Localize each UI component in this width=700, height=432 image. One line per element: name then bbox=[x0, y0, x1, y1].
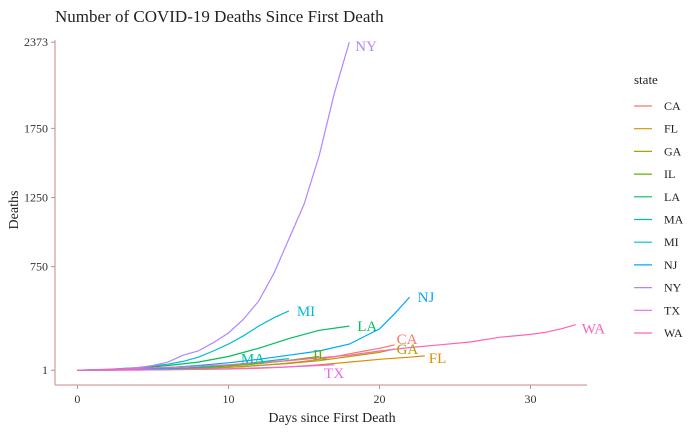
y-tick-label: 2373 bbox=[24, 35, 48, 49]
x-axis-label: Days since First Death bbox=[268, 411, 395, 426]
series-line-tx bbox=[77, 364, 335, 371]
legend-item-ga: GA bbox=[664, 144, 682, 158]
series-label-ga: GA bbox=[397, 342, 419, 358]
legend: state CA FL GA IL LA MA MI NJ NY TX WA bbox=[634, 72, 684, 340]
series-label-la: LA bbox=[357, 319, 377, 335]
legend-item-nj: NJ bbox=[664, 258, 678, 272]
legend-title: state bbox=[634, 72, 658, 87]
y-tick-label: 1 bbox=[42, 363, 48, 377]
y-tick-label: 750 bbox=[30, 260, 48, 274]
y-tick-label: 1250 bbox=[24, 191, 48, 205]
x-tick-label: 20 bbox=[373, 392, 385, 406]
series-label-mi: MI bbox=[297, 304, 315, 320]
x-tick-label: 10 bbox=[222, 392, 234, 406]
series-labels: CA FL GA IL LA MA MI NJ NY TX WA bbox=[241, 39, 605, 382]
series-label-il: IL bbox=[313, 348, 327, 364]
series-line-ny bbox=[77, 42, 350, 371]
legend-item-il: IL bbox=[664, 167, 675, 181]
series-label-wa: WA bbox=[582, 322, 605, 338]
series-label-fl: FL bbox=[429, 351, 447, 367]
legend-item-wa: WA bbox=[664, 326, 683, 340]
legend-item-ny: NY bbox=[664, 281, 682, 295]
series-label-ma: MA bbox=[241, 352, 265, 368]
legend-item-ma: MA bbox=[664, 213, 684, 227]
series-label-ca: CA bbox=[397, 332, 418, 348]
series-line-wa bbox=[77, 324, 576, 371]
y-axis-label: Deaths bbox=[7, 191, 22, 230]
legend-item-la: LA bbox=[664, 190, 680, 204]
plot-area bbox=[77, 42, 576, 371]
series-label-nj: NJ bbox=[418, 290, 435, 306]
y-tick-label: 1750 bbox=[24, 121, 48, 135]
legend-item-fl: FL bbox=[664, 122, 678, 136]
legend-item-ca: CA bbox=[664, 99, 681, 113]
x-tick-label: 30 bbox=[524, 392, 536, 406]
chart-title: Number of COVID-19 Deaths Since First De… bbox=[55, 7, 384, 26]
x-tick-label: 0 bbox=[74, 392, 80, 406]
series-line-ga bbox=[77, 348, 395, 371]
legend-item-mi: MI bbox=[664, 235, 679, 249]
series-label-ny: NY bbox=[355, 39, 377, 55]
legend-item-tx: TX bbox=[664, 303, 680, 317]
x-axis: 0 10 20 30 bbox=[55, 384, 587, 406]
series-label-tx: TX bbox=[324, 366, 344, 382]
